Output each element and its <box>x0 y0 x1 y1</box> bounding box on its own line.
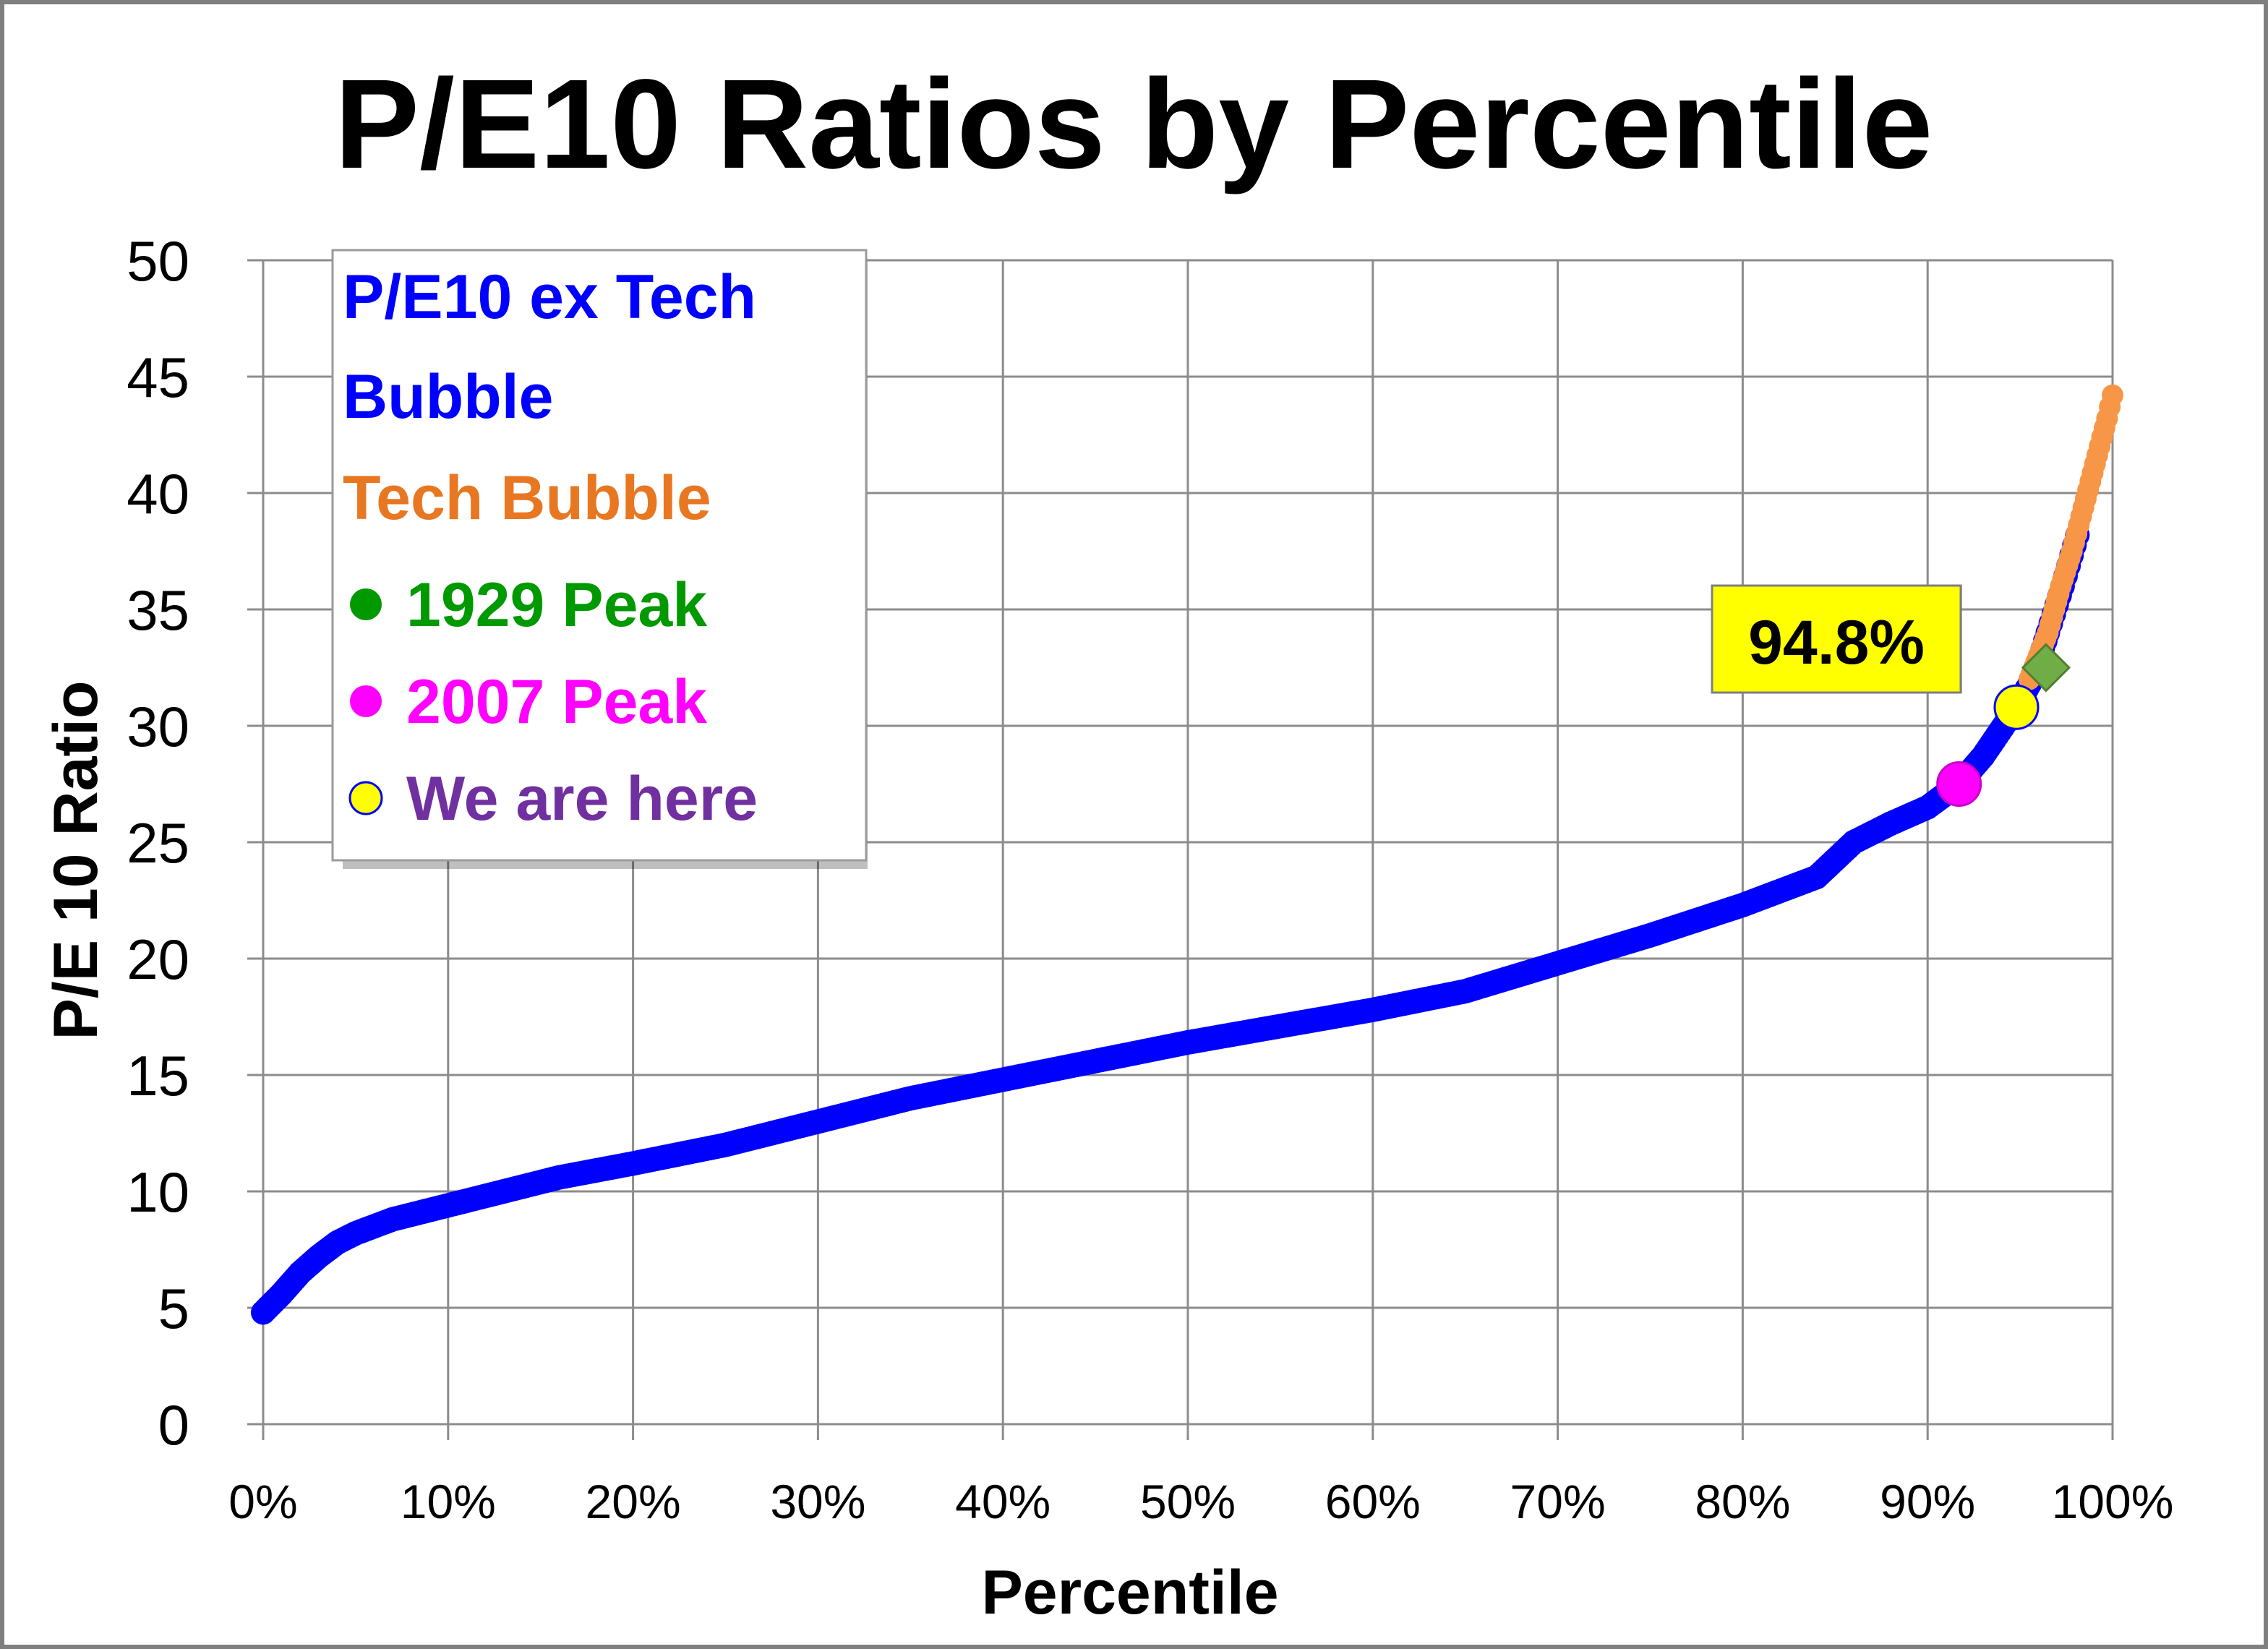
legend-marker <box>350 685 382 717</box>
x-tick-label: 80% <box>1695 1475 1790 1528</box>
x-tick-label: 30% <box>770 1475 865 1528</box>
legend-entry: Tech Bubble <box>343 463 711 533</box>
y-tick-label: 40 <box>127 462 189 526</box>
callout-box <box>1711 584 1962 694</box>
x-tick-label: 40% <box>955 1475 1050 1528</box>
x-tick-label: 90% <box>1880 1475 1975 1528</box>
legend-entry: 2007 Peak <box>406 667 707 737</box>
legend-marker <box>350 588 382 620</box>
legend-marker <box>348 781 383 815</box>
y-tick-label: 0 <box>158 1393 189 1457</box>
legend: P/E10 ex Tech Bubble Tech Bubble 1929 Peak 2… <box>331 249 868 869</box>
x-tick-label: 0% <box>228 1475 297 1528</box>
y-tick-label: 15 <box>127 1044 189 1108</box>
y-tick-label: 20 <box>127 928 189 991</box>
x-tick-label: 100% <box>2052 1475 2174 1528</box>
y-tick-label: 45 <box>127 346 189 409</box>
y-tick-label: 50 <box>127 229 189 293</box>
y-tick-label: 5 <box>158 1277 189 1340</box>
marker-2007-peak <box>1936 761 1982 807</box>
y-tick-label: 25 <box>127 811 189 875</box>
x-tick-label: 50% <box>1140 1475 1236 1528</box>
y-tick-label: 35 <box>127 578 189 642</box>
marker-layer <box>1936 643 2071 807</box>
x-axis-title: Percentile <box>981 1558 1278 1627</box>
legend-entry: P/E10 ex Tech <box>343 262 756 332</box>
y-tick-labels: 0 5 10 15 20 25 30 35 40 45 50 <box>127 229 189 1457</box>
legend-entry: We are here <box>406 764 758 834</box>
legend-box <box>331 249 868 862</box>
y-axis-title: P/E 10 Ratio <box>41 680 111 1040</box>
marker-we-are-here <box>1993 684 2040 730</box>
legend-entry: Bubble <box>343 362 553 432</box>
legend-items: P/E10 ex Tech Bubble Tech Bubble 1929 Peak 2… <box>343 262 758 834</box>
chart-title: P/E10 Ratios by Percentile <box>335 53 1933 195</box>
x-tick-label: 60% <box>1325 1475 1421 1528</box>
x-tick-label: 10% <box>401 1475 496 1528</box>
data-point <box>2102 384 2123 406</box>
x-tick-label: 20% <box>586 1475 681 1528</box>
x-tick-label: 70% <box>1510 1475 1606 1528</box>
y-tick-label: 10 <box>127 1160 189 1224</box>
x-tick-labels: 0% 10% 20% 30% 40% 50% 60% 70% 80% 90% 100% <box>228 1475 2173 1528</box>
callout-label: 94.8% <box>1748 608 1925 677</box>
marker-1929-peak <box>2021 643 2071 693</box>
legend-entry: 1929 Peak <box>406 570 707 640</box>
y-tick-label: 30 <box>127 695 189 758</box>
callout: 94.8% <box>1711 584 1962 694</box>
